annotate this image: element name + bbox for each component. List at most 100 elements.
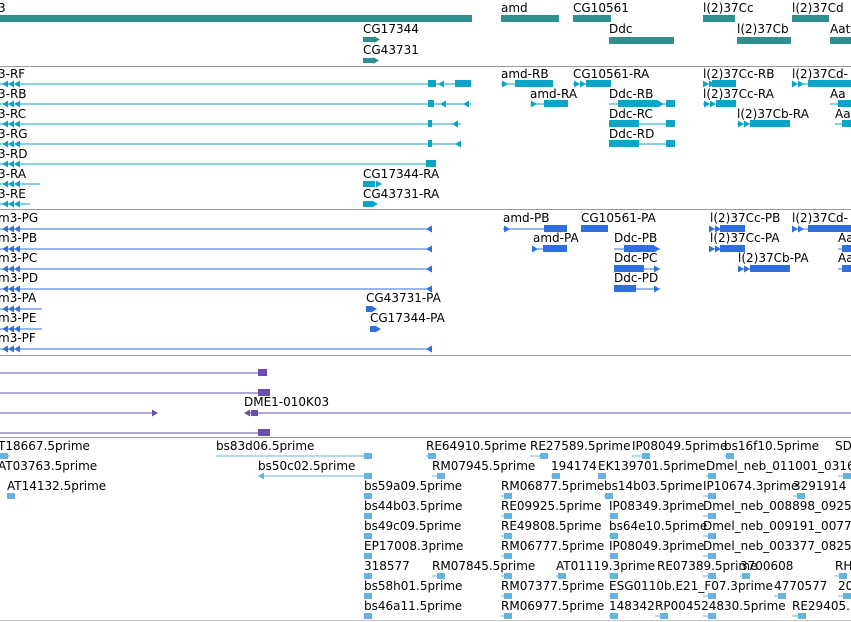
est-label[interactable]: Dmel_neb_009191_0077 <box>703 519 851 533</box>
protein-label[interactable]: CG17344-PA <box>370 311 445 325</box>
transcript-label[interactable]: 3-RA <box>0 167 27 181</box>
protein-label[interactable]: l(2)37Cd- <box>792 211 848 225</box>
est-label[interactable]: RH <box>835 559 851 573</box>
protein-label[interactable]: CG10561-PA <box>581 211 656 225</box>
gene-label[interactable]: CG17344 <box>363 22 419 36</box>
protein-label[interactable]: Ddc-PD <box>614 271 659 285</box>
est-label[interactable]: RM06877.5prime <box>501 479 605 493</box>
protein-label[interactable]: m3-PA <box>0 291 37 305</box>
transcript-label[interactable]: Ddc-RD <box>609 127 655 141</box>
protein-label[interactable]: m3-PB <box>0 231 38 245</box>
transcript-label[interactable]: 3-RF <box>0 67 26 81</box>
protein-label[interactable]: l(2)37Cb-PA <box>738 251 809 265</box>
gene-label[interactable]: Aats <box>830 22 851 36</box>
est-label[interactable]: bs49c09.5prime <box>364 519 462 533</box>
protein-label[interactable]: Ddc-PB <box>614 231 658 245</box>
transcript-label[interactable]: CG17344-RA <box>363 167 440 181</box>
transcript-label[interactable]: 3-RC <box>0 107 27 121</box>
protein-label[interactable]: m3-PD <box>0 271 39 285</box>
protein-label[interactable]: l(2)37Cc-PA <box>710 231 780 245</box>
est-label[interactable]: RM06977.5prime <box>501 599 605 613</box>
est-label[interactable]: bs14b03.5prime <box>604 479 703 493</box>
protein-label[interactable]: Aa <box>838 251 851 265</box>
est-label[interactable]: RE64910.5prime <box>426 439 527 453</box>
est-label[interactable]: RP004524830.5prime <box>655 599 786 613</box>
transcript-label[interactable]: l(2)37Cb-RA <box>737 107 809 121</box>
est-label[interactable]: 3700608 <box>740 559 794 573</box>
est-label[interactable]: IP10674.3prime <box>703 479 799 493</box>
est-label[interactable]: IP08349.3prime <box>609 499 705 513</box>
est-label[interactable]: Dmel_neb_008898_0925 <box>703 499 851 513</box>
est-label[interactable]: AT14132.5prime <box>7 479 107 493</box>
est-label[interactable]: bs44b03.5prime <box>364 499 463 513</box>
protein-label[interactable]: amd-PB <box>503 211 550 225</box>
transcript-label[interactable]: l(2)37Cc-RB <box>703 67 775 81</box>
est-label[interactable]: RE07389.5prime <box>657 559 758 573</box>
protein-label[interactable]: Ddc-PC <box>614 251 658 265</box>
gene-label[interactable]: CG43731 <box>363 43 419 57</box>
cdna-label[interactable]: DME1-010K03 <box>244 395 330 409</box>
protein-label[interactable]: m3-PC <box>0 251 38 265</box>
transcript-label[interactable]: amd-RB <box>501 67 549 81</box>
est-label[interactable]: 3291914 <box>793 479 847 493</box>
gene-label[interactable]: CG10561 <box>573 1 629 15</box>
transcript-label[interactable]: l(2)37Cc-RA <box>703 87 774 101</box>
gene-label[interactable]: l(2)37Cc <box>703 1 754 15</box>
est-label[interactable]: RM07377.5prime <box>501 579 605 593</box>
est-label[interactable]: SD <box>835 439 851 453</box>
est-label[interactable]: RE29405.5 <box>792 599 851 613</box>
protein-label[interactable]: m3-PG <box>0 211 39 225</box>
protein-label[interactable]: Aa <box>838 231 851 245</box>
protein-label[interactable]: CG43731-PA <box>366 291 441 305</box>
transcript-label[interactable]: 3-RB <box>0 87 27 101</box>
est-label[interactable]: bs59a09.5prime <box>364 479 463 493</box>
transcript-label[interactable]: Aa <box>835 107 851 121</box>
est-label[interactable]: AT03763.5prime <box>0 459 98 473</box>
protein-label[interactable]: l(2)37Cc-PB <box>710 211 781 225</box>
est-label[interactable]: AT01119.3prime <box>556 559 656 573</box>
est-label[interactable]: Dmel_neb_003377_0825 <box>703 539 851 553</box>
gene-label[interactable]: 3 <box>0 1 6 15</box>
est-label[interactable]: bs58h01.5prime <box>364 579 463 593</box>
est-label[interactable]: IP08049.3prime <box>609 539 705 553</box>
est-label[interactable]: T18667.5prime <box>0 439 90 453</box>
est-label[interactable]: Dmel_neb_011001_0316 <box>706 459 851 473</box>
gene-label[interactable]: amd <box>501 1 528 15</box>
gene-label[interactable]: Ddc <box>609 22 633 36</box>
est-label[interactable]: RM07845.5prime <box>432 559 536 573</box>
est-label[interactable]: bs46a11.5prime <box>364 599 463 613</box>
transcript-label[interactable]: CG43731-RA <box>363 187 440 201</box>
protein-label[interactable]: amd-PA <box>533 231 579 245</box>
est-label[interactable]: RM07945.5prime <box>432 459 536 473</box>
est-label[interactable]: ESG0110b.E21_F07.3prime <box>609 579 773 593</box>
transcript-label[interactable]: 3-RG <box>0 127 28 141</box>
transcript-label[interactable]: amd-RA <box>530 87 578 101</box>
transcript-label[interactable]: Ddc-RC <box>609 107 653 121</box>
transcript-label[interactable]: 3-RE <box>0 187 26 201</box>
est-label[interactable]: RM06777.5prime <box>501 539 605 553</box>
transcript-label[interactable]: l(2)37Cd- <box>792 67 848 81</box>
est-label[interactable]: RE09925.5prime <box>501 499 602 513</box>
est-label[interactable]: EK139701.5prime <box>598 459 706 473</box>
est-label[interactable]: EP17008.3prime <box>364 539 464 553</box>
est-label[interactable]: 4770577 <box>774 579 828 593</box>
est-label[interactable]: IP08049.5prime <box>632 439 728 453</box>
transcript-label[interactable]: 3-RD <box>0 147 28 161</box>
est-label[interactable]: bs64e10.5prime <box>609 519 708 533</box>
est-label[interactable]: RE49808.5prime <box>501 519 602 533</box>
protein-label[interactable]: m3-PF <box>0 331 36 345</box>
est-label[interactable]: 148342 <box>609 599 655 613</box>
gene-label[interactable]: l(2)37Cb <box>737 22 789 36</box>
transcript-label[interactable]: Ddc-RB <box>609 87 654 101</box>
transcript-label[interactable]: CG10561-RA <box>573 67 650 81</box>
est-label[interactable]: bs16f10.5prime <box>724 439 820 453</box>
transcript-label[interactable]: Aa <box>830 87 846 101</box>
est-label[interactable]: bs50c02.5prime <box>258 459 356 473</box>
est-label[interactable]: RE27589.5prime <box>530 439 631 453</box>
est-label[interactable]: 20 <box>838 579 851 593</box>
gene-label[interactable]: l(2)37Cd <box>792 1 844 15</box>
protein-label[interactable]: m3-PE <box>0 311 37 325</box>
est-label[interactable]: bs83d06.5prime <box>216 439 315 453</box>
est-label[interactable]: 194174 <box>551 459 597 473</box>
est-label[interactable]: 318577 <box>364 559 410 573</box>
